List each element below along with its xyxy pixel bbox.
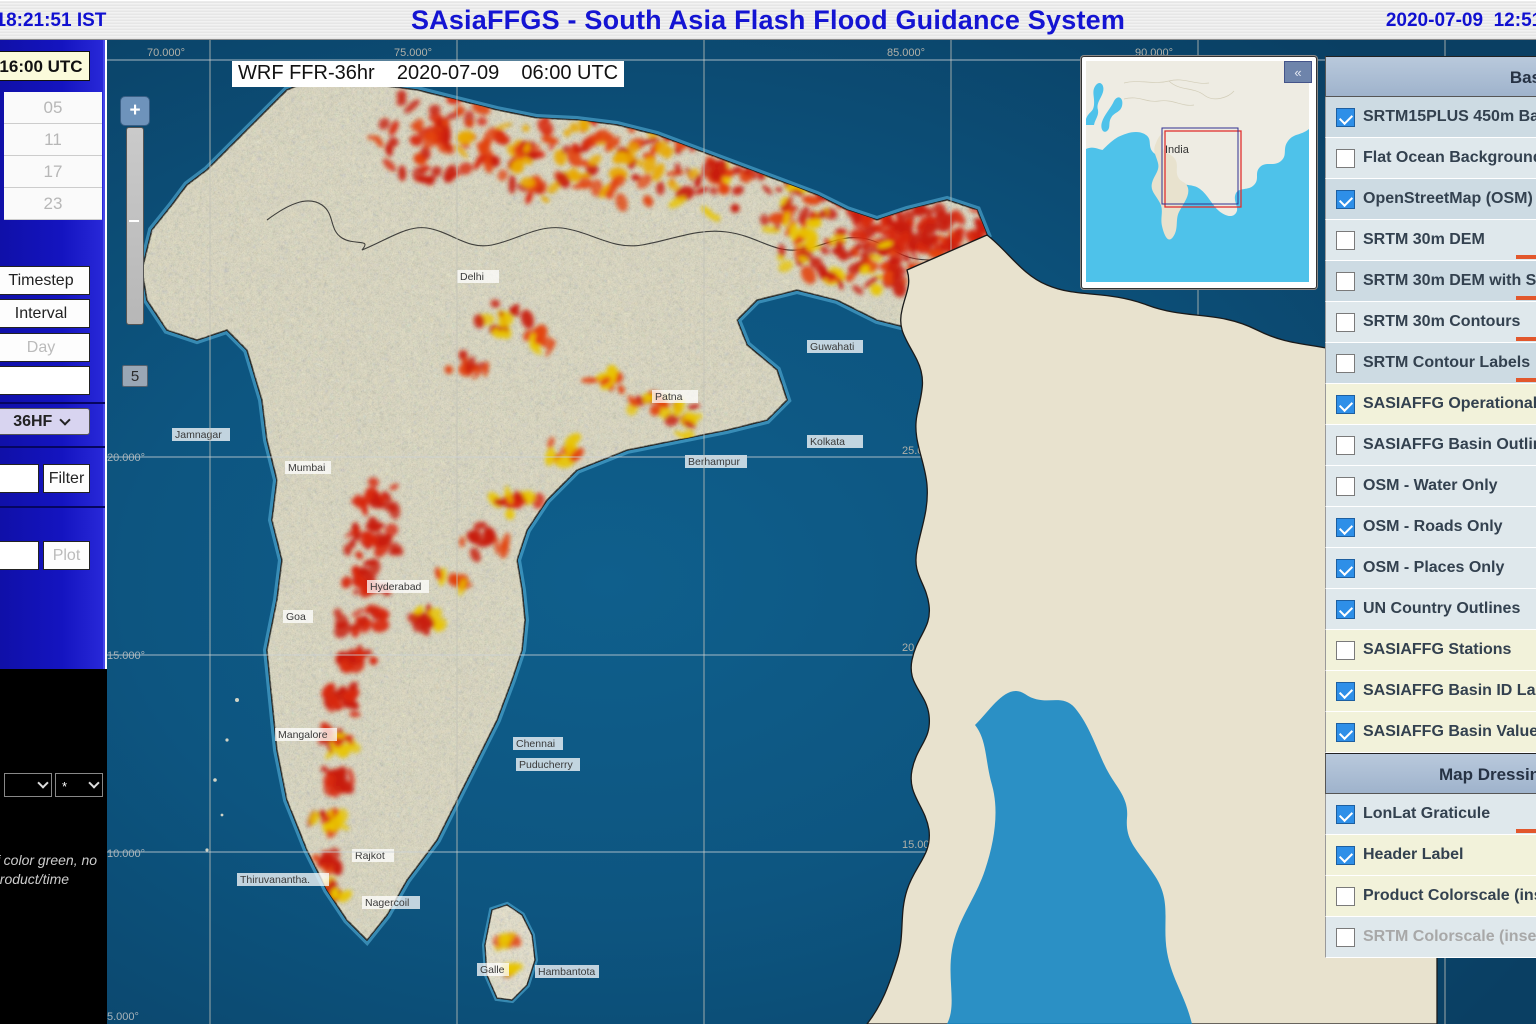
svg-text:Galle: Galle — [480, 964, 505, 976]
svg-text:75.000°: 75.000° — [394, 47, 432, 59]
svg-text:15.000°: 15.000° — [107, 650, 145, 662]
svg-text:Delhi: Delhi — [460, 271, 484, 283]
svg-text:Patna: Patna — [655, 391, 683, 403]
svg-text:Puducherry: Puducherry — [519, 759, 573, 771]
svg-text:85.000°: 85.000° — [887, 47, 925, 59]
svg-text:Guwahati: Guwahati — [810, 341, 854, 353]
svg-text:20.000°: 20.000° — [107, 452, 145, 464]
svg-text:Berhampur: Berhampur — [688, 456, 740, 468]
svg-text:Thiruvanantha.: Thiruvanantha. — [240, 874, 310, 886]
svg-text:Hambantota: Hambantota — [538, 966, 595, 978]
svg-text:Goa: Goa — [286, 611, 306, 623]
svg-text:India: India — [1165, 144, 1190, 156]
svg-text:Kolkata: Kolkata — [810, 436, 845, 448]
svg-text:70.000°: 70.000° — [147, 47, 185, 59]
svg-text:Hyderabad: Hyderabad — [370, 581, 422, 593]
svg-text:Mangalore: Mangalore — [278, 729, 328, 741]
svg-text:5.000°: 5.000° — [107, 1011, 139, 1023]
svg-text:Jamnagar: Jamnagar — [175, 429, 222, 441]
svg-text:10.000°: 10.000° — [107, 848, 145, 860]
svg-text:Nagercoil: Nagercoil — [365, 897, 409, 909]
svg-text:Mumbai: Mumbai — [288, 462, 325, 474]
svg-text:Chennai: Chennai — [516, 738, 555, 750]
